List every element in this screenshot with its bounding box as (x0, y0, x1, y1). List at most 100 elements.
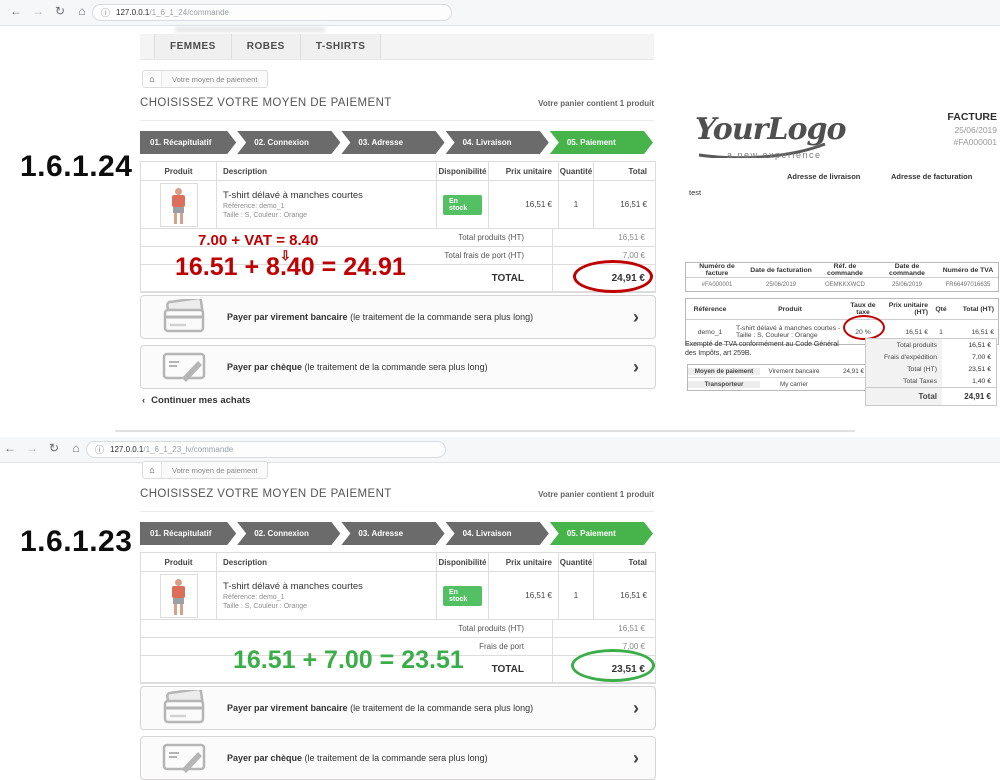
step-paiement[interactable]: 05. Paiement (550, 522, 653, 545)
payment-option-bankwire[interactable]: Payer par virement bancaire (le traiteme… (140, 295, 656, 339)
browser-reload-icon[interactable]: ↻ (48, 441, 60, 455)
col-prix-unitaire: Prix unitaire (488, 553, 558, 571)
browser-reload-icon[interactable]: ↻ (54, 4, 66, 18)
totals-value: 7,00 € (972, 353, 991, 361)
browser-back-icon[interactable]: ← (10, 4, 22, 18)
grand-total-label: TOTAL (491, 272, 524, 284)
address-bar[interactable]: ⓘ 127.0.0.1 /1_6_1_24/commande (92, 4, 452, 21)
cart-summary-text: Votre panier contient 1 produit (538, 99, 654, 108)
customer-name: test (689, 188, 702, 197)
billing-address-header: Adresse de facturation (891, 172, 973, 181)
credit-card-icon (141, 299, 227, 335)
nav-tab-tshirts[interactable]: T-SHIRTS (300, 34, 382, 59)
divider (140, 511, 654, 512)
payment-label-bold: Payer par virement bancaire (227, 703, 348, 713)
payment-method-amount: 24,91 € (842, 367, 864, 375)
shipping-value: 7,00 € (552, 638, 655, 655)
payment-option-bankwire[interactable]: Payer par virement bancaire (le traiteme… (140, 686, 656, 730)
step-paiement[interactable]: 05. Paiement (550, 131, 653, 154)
browser-window-1-6-1-24: ← → ↻ ⌂ ⓘ 127.0.0.1 /1_6_1_24/commande F… (0, 0, 1000, 406)
product-cell: 16,51 € (971, 328, 994, 336)
page-title: CHOISISSEZ VOTRE MOYEN DE PAIEMENT (140, 488, 392, 500)
delivery-address-header: Adresse de livraison (787, 172, 861, 181)
grand-total-label: TOTAL (491, 663, 524, 675)
product-header: Total (HT) (962, 305, 994, 313)
payment-label-rest: (le traitement de la commande sera plus … (302, 362, 488, 372)
shipping-label: Total frais de port (HT) (444, 251, 524, 260)
nav-tab-robes[interactable]: ROBES (231, 34, 301, 59)
product-header: Référence (693, 305, 727, 313)
line-total: 16,51 € (620, 200, 647, 209)
browser-forward-icon[interactable]: → (32, 4, 44, 18)
product-cell: 16,51 € (905, 328, 928, 336)
info-header: Numéro de facture (699, 263, 735, 277)
breadcrumb-home-icon[interactable]: ⌂ (143, 71, 162, 87)
chevron-right-icon: › (633, 357, 639, 377)
url-domain: 127.0.0.1 (110, 445, 144, 454)
line-total: 16,51 € (620, 591, 647, 600)
col-prix-unitaire: Prix unitaire (488, 162, 558, 180)
info-value: 25/06/2019 (765, 281, 797, 288)
annotation-total-formula: 16.51 + 8.40 = 24.91 (175, 253, 406, 281)
unit-price: 16,51 € (525, 591, 552, 600)
product-header: Qté (935, 305, 947, 313)
totals-value: 16,51 € (968, 341, 991, 349)
invoice-info-table: Numéro de facture Date de facturation Ré… (685, 262, 999, 292)
cart-row: T-shirt délavé à manches courtes Référen… (141, 181, 655, 229)
breadcrumb: ⌂ Votre moyen de paiement (142, 70, 269, 88)
annotation-down-arrow-icon: ⇩ (280, 248, 291, 263)
site-info-icon[interactable]: ⓘ (101, 8, 111, 18)
totals-block: Total produits (HT) 16,51 € Total frais … (141, 229, 655, 293)
payment-option-cheque[interactable]: Payer par chèque (le traitement de la co… (140, 345, 656, 389)
browser-home-icon[interactable]: ⌂ (72, 441, 80, 455)
step-livraison[interactable]: 04. Livraison (446, 522, 549, 545)
shipping-value: 7,00 € (552, 247, 655, 264)
stock-badge: En stock (443, 194, 482, 215)
chevron-right-icon: › (633, 748, 639, 768)
cart-row: T-shirt délavé à manches courtes Référen… (141, 572, 655, 620)
breadcrumb-current: Votre moyen de paiement (172, 74, 258, 84)
step-recapitulatif[interactable]: 01. Récapitulatif (140, 131, 236, 154)
breadcrumb-home-icon[interactable]: ⌂ (143, 462, 162, 478)
continue-shopping-link[interactable]: ‹ Continuer mes achats (142, 395, 251, 406)
payment-label-bold: Payer par chèque (227, 362, 303, 372)
browser-home-icon[interactable]: ⌂ (78, 4, 86, 18)
info-value: #FA000001 (701, 281, 733, 288)
site-info-icon[interactable]: ⓘ (95, 445, 105, 455)
checkout-steps: 01. Récapitulatif 02. Connexion 03. Adre… (140, 131, 654, 154)
col-produit: Produit (164, 557, 193, 567)
page-title: CHOISISSEZ VOTRE MOYEN DE PAIEMENT (140, 97, 392, 109)
step-adresse[interactable]: 03. Adresse (341, 522, 444, 545)
totals-value: 23,51 € (968, 365, 991, 373)
browser-toolbar: ← → ↻ ⌂ ⓘ 127.0.0.1 /1_6_1_23_lv/command… (0, 437, 1000, 463)
payment-option-cheque[interactable]: Payer par chèque (le traitement de la co… (140, 736, 656, 780)
browser-forward-icon[interactable]: → (26, 441, 38, 455)
carrier-value: My carrier (780, 380, 808, 388)
step-connexion[interactable]: 02. Connexion (237, 131, 340, 154)
step-connexion[interactable]: 02. Connexion (237, 522, 340, 545)
step-adresse[interactable]: 03. Adresse (341, 131, 444, 154)
product-attributes: Taille : S, Couleur : Orange (223, 603, 308, 610)
product-attributes: Taille : S, Couleur : Orange (223, 212, 308, 219)
grand-total-label: Total (866, 388, 942, 405)
product-cell: demo_1 (697, 328, 723, 336)
cart-table: Produit Description Disponibilité Prix u… (140, 552, 656, 684)
product-thumbnail[interactable] (159, 182, 198, 227)
browser-toolbar: ← → ↻ ⌂ ⓘ 127.0.0.1 /1_6_1_24/commande (0, 0, 1000, 26)
nav-tab-femmes[interactable]: FEMMES (154, 34, 232, 59)
product-cell: T-shirt délavé à manches courtes - Taill… (736, 325, 841, 339)
info-value: FR66497016635 (945, 281, 991, 288)
version-label-1-6-1-24: 1.6.1.24 (20, 150, 133, 183)
step-livraison[interactable]: 04. Livraison (446, 131, 549, 154)
product-name-link[interactable]: T-shirt délavé à manches courtes (223, 581, 363, 592)
address-bar[interactable]: ⓘ 127.0.0.1 /1_6_1_23_lv/commande (86, 441, 446, 458)
product-thumbnail[interactable] (159, 573, 198, 618)
checkout-steps: 01. Récapitulatif 02. Connexion 03. Adre… (140, 522, 654, 545)
product-cell: 20 % (855, 328, 871, 336)
browser-back-icon[interactable]: ← (4, 441, 16, 455)
payment-label-rest: (le traitement de la commande sera plus … (302, 753, 488, 763)
totals-label: Frais d'expédition (866, 351, 942, 363)
product-name-link[interactable]: T-shirt délavé à manches courtes (223, 190, 363, 201)
step-recapitulatif[interactable]: 01. Récapitulatif (140, 522, 236, 545)
annotation-vat-formula: 7.00 + VAT = 8.40 (198, 232, 319, 249)
